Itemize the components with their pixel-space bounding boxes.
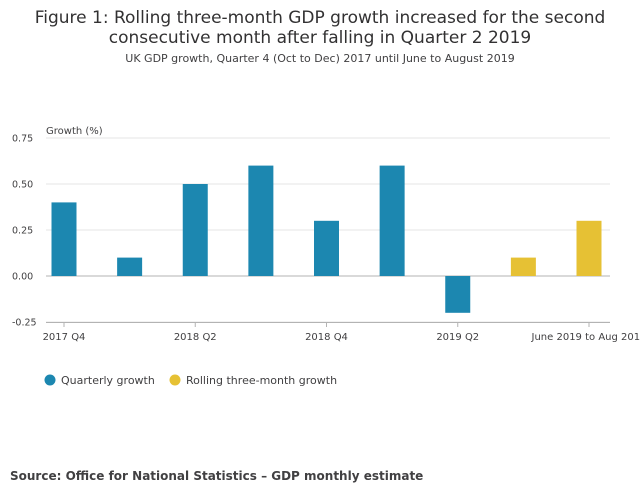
bar-quarterly-growth [117, 257, 143, 276]
bar-quarterly-growth [248, 165, 274, 276]
x-tick-label: 2019 Q2 [436, 332, 479, 343]
x-tick-label: 2018 Q4 [305, 332, 348, 343]
source-note: Source: Office for National Statistics –… [10, 469, 424, 483]
legend-label: Quarterly growth [61, 374, 155, 387]
bar-rolling-three-month-growth [576, 220, 602, 276]
legend-label: Rolling three-month growth [186, 374, 337, 387]
y-tick-label: -0.25 [12, 318, 37, 329]
chart-title-line-2: consecutive month after falling in Quart… [108, 28, 532, 48]
bar-quarterly-growth [182, 184, 208, 276]
chart-title: Figure 1: Rolling three-month GDP growth… [0, 8, 640, 48]
x-tick-label: June 2019 to Aug 2019 [531, 332, 640, 343]
y-tick-label: 0.00 [12, 272, 33, 283]
chart-area: Growth (%) 0.75 0.50 0.25 0.00 -0.25 2017 Q4 20… [12, 126, 640, 387]
bar-quarterly-growth [379, 165, 405, 276]
bar-quarterly-growth [445, 276, 471, 313]
x-tick-label: 2018 Q2 [174, 332, 217, 343]
legend-marker [169, 374, 181, 386]
bar-quarterly-growth [314, 220, 339, 276]
chart-title-line-1: Figure 1: Rolling three-month GDP growth… [34, 8, 606, 28]
bar-rolling-three-month-growth [510, 257, 536, 276]
y-axis-label: Growth (%) [46, 126, 103, 137]
chart-subtitle: UK GDP growth, Quarter 4 (Oct to Dec) 20… [125, 52, 515, 65]
y-tick-label: 0.25 [12, 226, 33, 237]
legend-marker [44, 374, 56, 386]
x-tick-label: 2017 Q4 [43, 332, 86, 343]
y-tick-label: 0.75 [12, 134, 33, 145]
bar-quarterly-growth [51, 202, 77, 276]
y-tick-label: 0.50 [12, 180, 33, 191]
